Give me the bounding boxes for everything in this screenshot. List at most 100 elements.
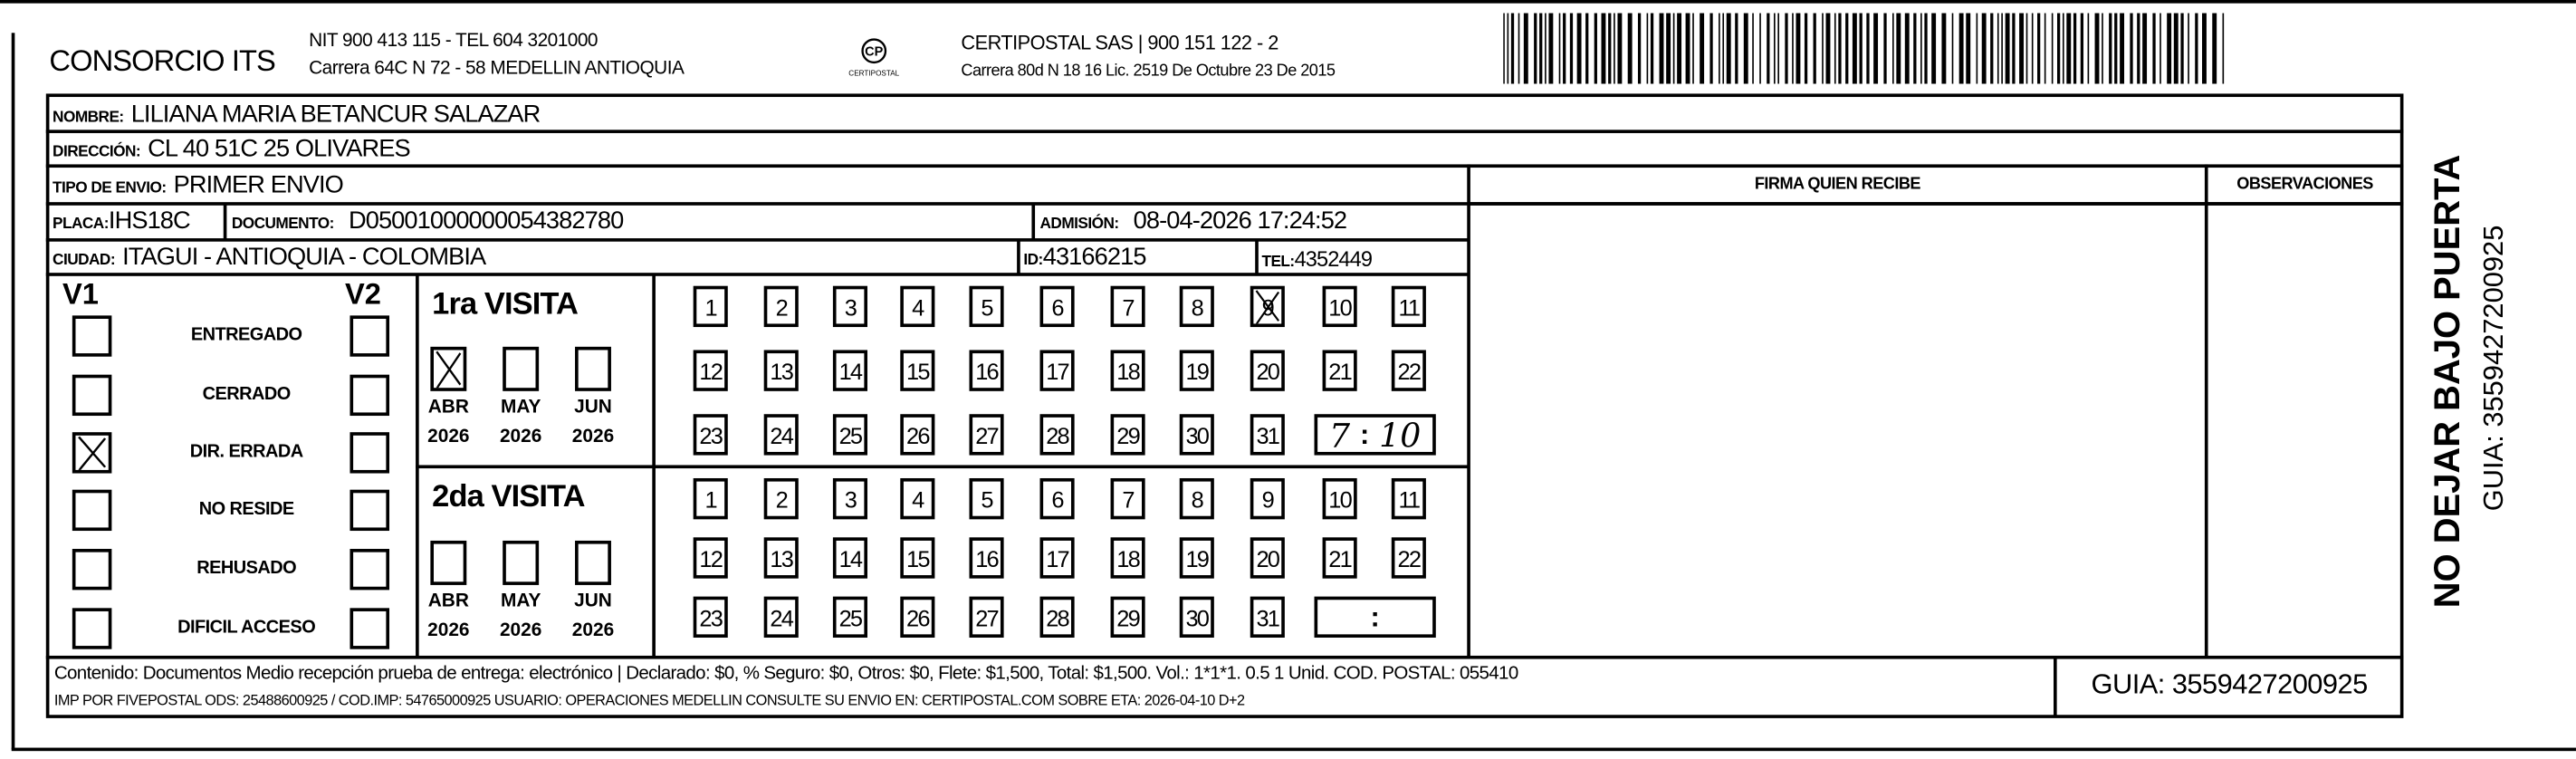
day-box-15[interactable]: 15 <box>900 350 935 391</box>
day-box-15[interactable]: 15 <box>900 537 935 579</box>
v1-checkbox[interactable] <box>72 489 112 532</box>
day-box-19[interactable]: 19 <box>1179 537 1214 579</box>
day-box-2[interactable]: 2 <box>763 477 799 520</box>
barcode-bar <box>1503 13 1505 84</box>
month-checkbox-abr[interactable] <box>430 540 467 585</box>
time-box[interactable]: : <box>1314 596 1436 638</box>
v2-checkbox[interactable] <box>350 374 390 417</box>
barcode-bar <box>2080 13 2084 84</box>
day-box-31[interactable]: 31 <box>1250 596 1285 638</box>
day-box-16[interactable]: 16 <box>969 537 1004 579</box>
day-box-31[interactable]: 31 <box>1250 414 1285 456</box>
day-box-8[interactable]: 8 <box>1179 285 1214 328</box>
v2-checkbox[interactable] <box>350 432 390 474</box>
time-box[interactable]: 7:10 <box>1314 414 1436 456</box>
observations-area[interactable] <box>2209 207 2399 655</box>
day-box-25[interactable]: 25 <box>832 596 868 638</box>
day-box-3[interactable]: 3 <box>832 477 868 520</box>
v1-checkbox[interactable] <box>72 315 112 357</box>
month-checkbox-jun[interactable] <box>575 540 611 585</box>
day-box-10[interactable]: 10 <box>1322 477 1357 520</box>
day-box-6[interactable]: 6 <box>1039 477 1075 520</box>
month-checkbox-jun[interactable] <box>575 346 611 391</box>
v2-checkbox[interactable] <box>350 549 390 591</box>
day-box-28[interactable]: 28 <box>1039 596 1075 638</box>
day-box-3[interactable]: 3 <box>832 285 868 328</box>
day-box-21[interactable]: 21 <box>1322 537 1357 579</box>
day-number: 22 <box>1397 357 1422 384</box>
day-box-19[interactable]: 19 <box>1179 350 1214 391</box>
day-box-5[interactable]: 5 <box>969 285 1004 328</box>
day-box-1[interactable]: 1 <box>693 285 728 328</box>
v2-checkbox[interactable] <box>350 489 390 532</box>
day-box-7[interactable]: 7 <box>1110 285 1145 328</box>
day-box-14[interactable]: 14 <box>832 350 868 391</box>
month-checkbox-may[interactable] <box>503 346 540 391</box>
barcode-bar <box>1585 13 1589 84</box>
day-box-22[interactable]: 22 <box>1391 537 1426 579</box>
month-checkbox-may[interactable] <box>503 540 540 585</box>
day-box-17[interactable]: 17 <box>1039 537 1075 579</box>
v2-checkbox[interactable] <box>350 608 390 649</box>
day-box-8[interactable]: 8 <box>1179 477 1214 520</box>
day-box-4[interactable]: 4 <box>900 285 935 328</box>
day-box-6[interactable]: 6 <box>1039 285 1075 328</box>
day-box-7[interactable]: 7 <box>1110 477 1145 520</box>
day-box-22[interactable]: 22 <box>1391 350 1426 391</box>
day-box-13[interactable]: 13 <box>763 537 799 579</box>
day-box-5[interactable]: 5 <box>969 477 1004 520</box>
day-box-23[interactable]: 23 <box>693 414 728 456</box>
barcode-bar <box>1838 13 1842 84</box>
day-box-27[interactable]: 27 <box>969 414 1004 456</box>
day-box-1[interactable]: 1 <box>693 477 728 520</box>
day-box-18[interactable]: 18 <box>1110 350 1145 391</box>
day-box-11[interactable]: 11 <box>1391 285 1426 328</box>
day-box-20[interactable]: 20 <box>1250 537 1285 579</box>
day-box-2[interactable]: 2 <box>763 285 799 328</box>
day-box-27[interactable]: 27 <box>969 596 1004 638</box>
day-box-30[interactable]: 30 <box>1179 414 1214 456</box>
day-box-28[interactable]: 28 <box>1039 414 1075 456</box>
day-number: 9 <box>1261 485 1275 513</box>
day-box-17[interactable]: 17 <box>1039 350 1075 391</box>
day-box-14[interactable]: 14 <box>832 537 868 579</box>
day-box-4[interactable]: 4 <box>900 477 935 520</box>
day-box-9[interactable]: 9 <box>1250 285 1285 328</box>
day-box-26[interactable]: 26 <box>900 414 935 456</box>
v1-checkbox[interactable] <box>72 549 112 591</box>
barcode-bar <box>1951 13 1954 84</box>
day-box-30[interactable]: 30 <box>1179 596 1214 638</box>
barcode-bar <box>1920 13 1922 84</box>
day-box-10[interactable]: 10 <box>1322 285 1357 328</box>
barcode-bar <box>1594 13 1597 84</box>
barcode-bar <box>2202 13 2207 84</box>
day-box-9[interactable]: 9 <box>1250 477 1285 520</box>
day-box-13[interactable]: 13 <box>763 350 799 391</box>
day-box-29[interactable]: 29 <box>1110 596 1145 638</box>
day-box-26[interactable]: 26 <box>900 596 935 638</box>
barcode-bar <box>2056 13 2061 84</box>
day-box-24[interactable]: 24 <box>763 596 799 638</box>
day-box-23[interactable]: 23 <box>693 596 728 638</box>
day-box-25[interactable]: 25 <box>832 414 868 456</box>
day-box-12[interactable]: 12 <box>693 350 728 391</box>
month-checkbox-abr[interactable] <box>430 346 467 391</box>
day-box-16[interactable]: 16 <box>969 350 1004 391</box>
day-box-24[interactable]: 24 <box>763 414 799 456</box>
day-box-18[interactable]: 18 <box>1110 537 1145 579</box>
v2-checkbox[interactable] <box>350 315 390 357</box>
day-box-29[interactable]: 29 <box>1110 414 1145 456</box>
company-info-1: NIT 900 413 115 - TEL 604 3201000 <box>309 31 598 52</box>
day-box-11[interactable]: 11 <box>1391 477 1426 520</box>
v1-checkbox[interactable] <box>72 608 112 649</box>
placa-label: PLACA: <box>53 215 109 234</box>
nombre-label: NOMBRE: <box>53 108 124 127</box>
day-number: 1 <box>704 293 718 320</box>
day-box-12[interactable]: 12 <box>693 537 728 579</box>
barcode-bar <box>1685 13 1690 84</box>
v1-checkbox[interactable] <box>72 374 112 417</box>
v1-checkbox[interactable] <box>72 432 112 474</box>
day-box-21[interactable]: 21 <box>1322 350 1357 391</box>
signature-area[interactable] <box>1472 207 2203 655</box>
day-box-20[interactable]: 20 <box>1250 350 1285 391</box>
